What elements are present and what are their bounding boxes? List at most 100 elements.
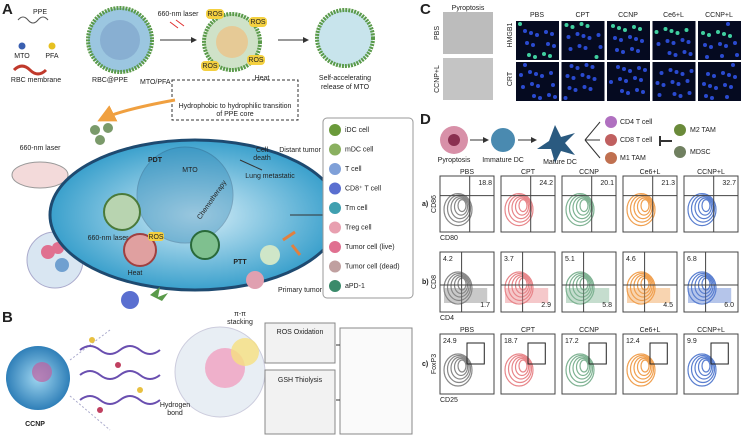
density-contour [633, 274, 653, 298]
ros-label: ROS [250, 19, 266, 26]
cell-stain [725, 95, 729, 99]
cell-stain [586, 75, 591, 79]
label: ROS Oxidation [277, 329, 324, 336]
density-contour [579, 359, 589, 373]
cell-stain [657, 93, 662, 97]
flow-plot [683, 251, 739, 313]
cell-stain [723, 83, 727, 87]
cell-stain [640, 39, 644, 43]
label: 6.8 [687, 256, 697, 263]
label: 4.2 [443, 256, 453, 263]
cell-stain [688, 52, 693, 56]
label: Mature DC [543, 159, 577, 166]
legend-icon [329, 163, 341, 175]
panel-label: B [2, 309, 13, 326]
density-contour [450, 356, 470, 380]
density-contour [514, 197, 530, 216]
label: 6.0 [724, 302, 734, 309]
cell-stain [581, 34, 586, 38]
label: 4.6 [626, 256, 636, 263]
density-contour [446, 272, 472, 302]
density-fill [627, 288, 671, 303]
legend-label: Tumor cell (live) [345, 244, 395, 251]
legend-label: aPD-1 [345, 283, 365, 290]
cell-stain [672, 92, 677, 96]
cell-stain [641, 90, 645, 94]
cell-stain [726, 22, 730, 26]
label: CCNP [579, 327, 599, 334]
label: PBS [460, 327, 474, 334]
cell-stain [703, 43, 707, 47]
cell-stain [619, 38, 623, 42]
cell-stain [628, 35, 632, 39]
density-contour [579, 199, 589, 213]
density-contour [453, 357, 469, 377]
panel-b-art [6, 322, 413, 435]
quadrant [501, 176, 555, 232]
label: PBS [434, 26, 441, 40]
density-contour [443, 271, 473, 305]
cell-stain [594, 55, 599, 59]
cell-stain [623, 28, 627, 32]
label: CPT [521, 327, 536, 334]
cell-stain [708, 84, 712, 88]
label: 660-nm laser [158, 11, 200, 18]
cell-stain [718, 42, 722, 46]
panel-a-art [11, 6, 414, 309]
quadrant [562, 252, 616, 312]
legend-icon [329, 280, 341, 292]
ros-badge [247, 55, 265, 65]
label: M1 TAM [620, 155, 646, 162]
cell-stain [724, 44, 728, 48]
cell-stain [548, 54, 552, 58]
cell-stain [659, 71, 664, 75]
quadrant [684, 176, 738, 232]
density-contour [565, 271, 595, 305]
cell-stain [615, 48, 619, 52]
cell-stain [675, 31, 680, 35]
label: Ce6+L [640, 169, 661, 176]
cell-stain [707, 33, 711, 37]
cell-stain [637, 66, 641, 70]
label: Ce6+L [640, 327, 661, 334]
cell-stain [538, 96, 542, 100]
micrograph [698, 21, 741, 60]
legend-label: CD8⁺ T cell [345, 185, 382, 192]
label: Distant tumor [279, 147, 321, 154]
cell-stain [720, 54, 724, 58]
cell-stain [580, 73, 585, 77]
panel-label: D [420, 111, 431, 128]
density-contour [507, 354, 533, 384]
label: 9.9 [687, 338, 697, 345]
ros-badge [249, 17, 267, 27]
label: CD8 T cell [620, 137, 653, 144]
cell-stain [624, 79, 628, 83]
label: 1.7 [480, 302, 490, 309]
density-contour [565, 193, 595, 227]
label: 3.7 [504, 256, 514, 263]
label: PFA [45, 53, 59, 60]
label: 4.5 [663, 302, 673, 309]
micrograph [516, 62, 559, 101]
cell-stain [519, 73, 523, 77]
cell-stain [587, 36, 592, 40]
label: Primary tumor [278, 287, 323, 294]
label: Lung metastatic [245, 173, 295, 180]
label: Heat [128, 270, 143, 277]
label: PBS [460, 169, 474, 176]
legend-label: iDC cell [345, 127, 370, 134]
cell-stain [540, 74, 544, 78]
density-contour [701, 359, 711, 373]
cell-stain [656, 42, 661, 46]
density-contour [572, 196, 592, 220]
cell-stain [727, 73, 731, 77]
label: of PPE core [216, 111, 253, 118]
cell-stain [542, 52, 546, 56]
label: Self-accelerating [319, 75, 371, 82]
cell-stain [550, 32, 554, 36]
ros-badge [148, 232, 164, 241]
density-contour [636, 197, 652, 216]
cell-stain [546, 42, 550, 46]
label: CD4 T cell [620, 119, 653, 126]
label: 24.2 [539, 180, 553, 187]
